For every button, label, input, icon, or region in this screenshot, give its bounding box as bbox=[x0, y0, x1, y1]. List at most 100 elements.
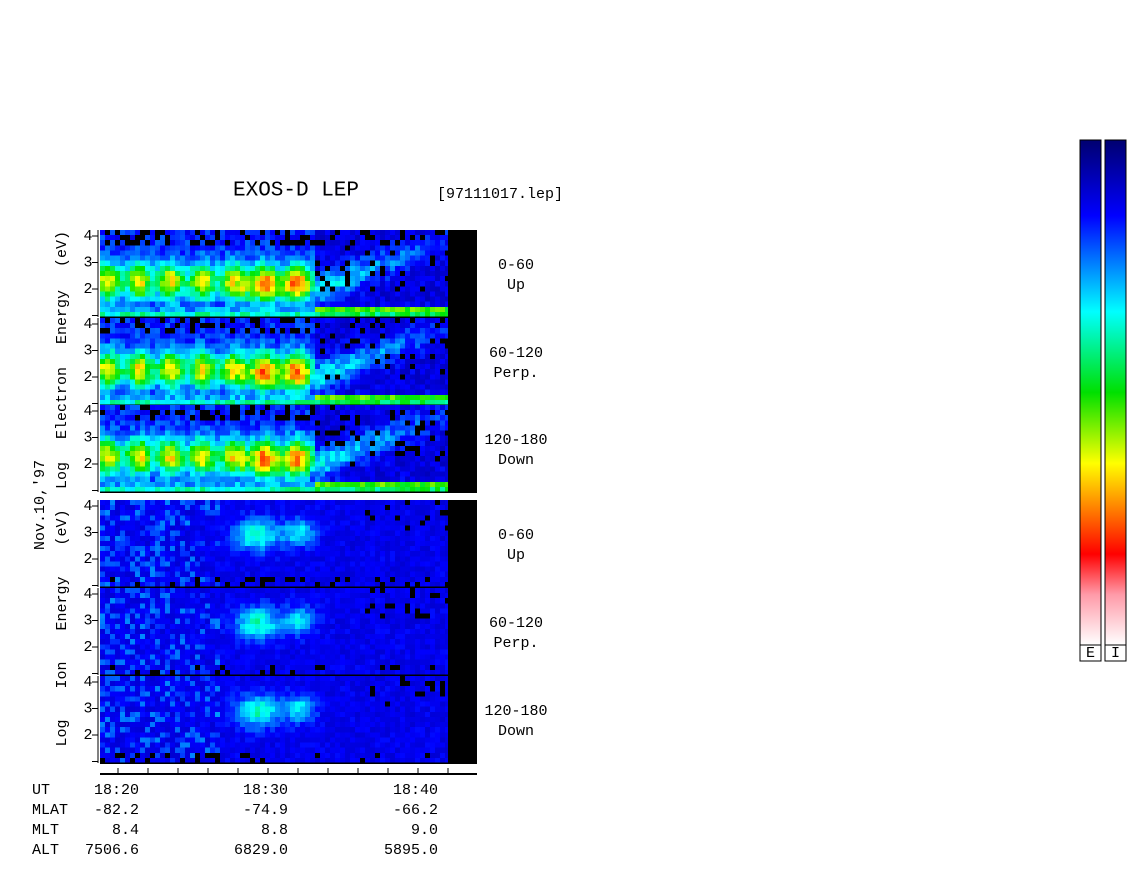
spectrum-cell bbox=[335, 379, 340, 386]
spectrum-cell bbox=[410, 255, 415, 262]
spectrum-cell bbox=[405, 556, 410, 562]
spectrum-cell bbox=[205, 394, 210, 401]
spectrum-cell bbox=[365, 348, 370, 355]
spectrum-cell bbox=[330, 276, 335, 282]
spectrum-cell bbox=[440, 240, 445, 246]
spectrum-cell bbox=[190, 328, 195, 334]
spectrum-cell bbox=[315, 486, 320, 493]
spectrum-cell bbox=[340, 291, 345, 298]
spectrum-cell bbox=[115, 546, 120, 552]
spectrum-cell bbox=[255, 556, 260, 562]
spectrum-cell bbox=[440, 445, 445, 452]
spectrum-cell bbox=[315, 515, 320, 521]
spectrum-cell bbox=[320, 323, 325, 329]
spectrum-cell bbox=[270, 515, 275, 521]
spectrum-cell bbox=[220, 510, 225, 516]
spectrum-cell bbox=[130, 456, 135, 462]
spectrum-cell bbox=[430, 505, 435, 511]
spectrum-cell bbox=[390, 296, 395, 303]
spectrum-cell bbox=[230, 440, 235, 447]
spectrum-cell bbox=[215, 364, 220, 370]
spectrum-cell bbox=[280, 333, 285, 339]
spectrum-cell bbox=[385, 333, 390, 339]
spectrum-cell bbox=[100, 318, 105, 324]
spectrum-cell bbox=[235, 394, 240, 401]
spectrum-cell bbox=[190, 235, 195, 241]
spectrum-cell bbox=[150, 500, 155, 506]
spectrum-cell bbox=[325, 250, 330, 257]
spectrum-cell bbox=[170, 466, 175, 473]
spectrum-cell bbox=[145, 628, 150, 635]
spectrum-cell bbox=[425, 520, 430, 527]
spectrum-cell bbox=[340, 384, 345, 391]
spectrum-cell bbox=[440, 281, 445, 287]
spectrum-cell bbox=[220, 451, 225, 457]
spectrum-cell bbox=[135, 546, 140, 552]
spectrum-cell bbox=[100, 250, 105, 257]
spectrum-cell bbox=[220, 374, 225, 380]
spectrum-cell bbox=[380, 415, 385, 421]
spectrum-cell bbox=[370, 389, 375, 396]
spectrum-cell bbox=[445, 440, 450, 447]
spectrum-cell bbox=[275, 456, 280, 462]
spectrum-cell bbox=[370, 430, 375, 437]
spectrum-cell bbox=[155, 456, 160, 462]
spectrum-cell bbox=[255, 338, 260, 345]
spectrum-cell bbox=[255, 384, 260, 391]
spectrum-cell bbox=[380, 265, 385, 272]
spectrum-cell bbox=[140, 430, 145, 437]
spectrum-cell bbox=[305, 384, 310, 391]
spectrum-cell bbox=[405, 343, 410, 350]
spectrum-cell bbox=[265, 358, 270, 365]
spectrum-cell bbox=[205, 405, 210, 411]
spectrum-cell bbox=[435, 353, 440, 360]
spectrum-cell bbox=[375, 445, 380, 452]
spectrum-cell bbox=[105, 530, 110, 537]
spectrum-cell bbox=[200, 235, 205, 241]
spectrum-cell bbox=[160, 369, 165, 375]
spectrum-cell bbox=[365, 410, 370, 416]
spectrum-cell bbox=[245, 540, 250, 547]
spectrum-cell bbox=[115, 481, 120, 488]
spectrum-cell bbox=[300, 235, 305, 241]
spectrum-cell bbox=[190, 566, 195, 573]
spectrum-cell bbox=[315, 505, 320, 511]
spectrum-cell bbox=[420, 581, 425, 588]
spectrum-cell bbox=[340, 461, 345, 467]
spectrum-cell bbox=[210, 471, 215, 478]
spectrum-cell bbox=[350, 328, 355, 334]
spectrum-cell bbox=[235, 323, 240, 329]
spectrum-cell bbox=[405, 306, 410, 313]
spectrum-cell bbox=[255, 270, 260, 277]
spectrum-cell bbox=[140, 364, 145, 370]
spectrum-cell bbox=[140, 270, 145, 277]
spectrum-cell bbox=[355, 535, 360, 542]
spectrum-cell bbox=[175, 374, 180, 380]
spectrum-cell bbox=[440, 235, 445, 241]
spectrum-cell bbox=[155, 535, 160, 542]
spectrum-cell bbox=[110, 566, 115, 573]
spectrum-cell bbox=[405, 520, 410, 527]
spectrum-cell bbox=[120, 639, 125, 645]
spectrum-cell bbox=[125, 571, 130, 578]
spectrum-cell bbox=[370, 551, 375, 557]
spectrum-cell bbox=[205, 461, 210, 467]
spectrum-cell bbox=[320, 333, 325, 339]
spectrum-cell bbox=[145, 546, 150, 552]
spectrum-cell bbox=[260, 546, 265, 552]
spectrum-cell bbox=[440, 358, 445, 365]
spectrum-cell bbox=[120, 296, 125, 303]
spectrum-cell bbox=[120, 618, 125, 625]
spectrum-cell bbox=[305, 510, 310, 516]
spectrum-cell bbox=[335, 445, 340, 452]
spectrum-cell bbox=[155, 260, 160, 267]
spectrum-cell bbox=[110, 664, 115, 671]
spectrum-cell bbox=[380, 270, 385, 277]
spectrum-cell bbox=[345, 235, 350, 241]
spectrum-cell bbox=[290, 311, 295, 318]
spectrum-cell bbox=[430, 369, 435, 375]
spectrum-cell bbox=[315, 250, 320, 257]
spectrum-cell bbox=[150, 456, 155, 462]
spectrum-cell bbox=[225, 265, 230, 272]
spectrum-cell bbox=[150, 551, 155, 557]
